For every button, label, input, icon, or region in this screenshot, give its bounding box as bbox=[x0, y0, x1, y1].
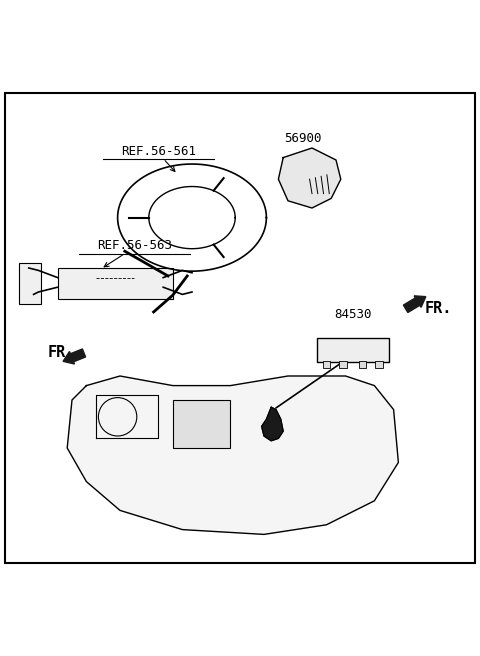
Bar bbox=[359, 361, 366, 368]
Polygon shape bbox=[278, 148, 341, 208]
Polygon shape bbox=[262, 407, 283, 441]
Bar bbox=[58, 268, 173, 299]
Text: 56900: 56900 bbox=[284, 132, 321, 144]
FancyArrow shape bbox=[403, 296, 426, 312]
Bar bbox=[19, 263, 41, 304]
FancyArrow shape bbox=[63, 349, 85, 364]
Text: FR.: FR. bbox=[425, 301, 452, 316]
Bar bbox=[173, 400, 230, 448]
Text: 84530: 84530 bbox=[334, 308, 372, 321]
Bar bbox=[323, 361, 330, 368]
Bar bbox=[339, 361, 347, 368]
Polygon shape bbox=[67, 376, 398, 535]
Bar bbox=[317, 338, 389, 361]
Text: REF.56-561: REF.56-561 bbox=[121, 144, 196, 157]
Text: REF.56-563: REF.56-563 bbox=[97, 239, 172, 252]
Bar bbox=[375, 361, 383, 368]
Text: FR.: FR. bbox=[48, 346, 75, 360]
